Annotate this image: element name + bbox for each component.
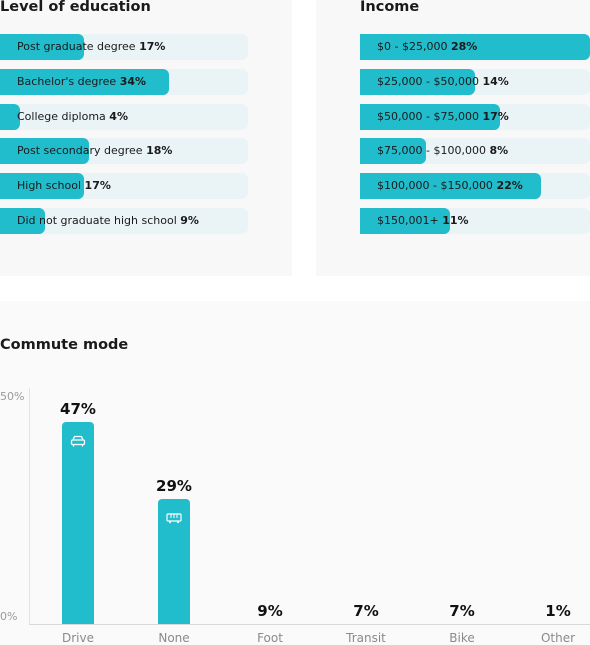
income-category: $75,000 - $100,000: [377, 144, 490, 158]
income-row: $150,001+ 11%: [360, 208, 590, 234]
education-bar: [0, 208, 45, 234]
income-bar: [360, 173, 541, 200]
education-bar: [0, 103, 20, 130]
education-label: Did not graduate high school 9%: [17, 208, 199, 234]
education-category: Did not graduate high school: [17, 214, 181, 227]
education-category: Post graduate degree: [17, 40, 140, 53]
education-value: 34%: [119, 74, 147, 88]
car-icon: [70, 432, 86, 447]
education-value: 4%: [109, 109, 128, 123]
y-tick-label: 50%: [0, 390, 25, 403]
income-bar: [360, 103, 500, 130]
income-category: $150,001+: [377, 214, 443, 227]
income-row: $25,000 - $50,000 14%: [360, 68, 590, 95]
commute-card: [0, 301, 590, 645]
income-value: 14%: [482, 74, 509, 88]
income-title: Income: [360, 0, 420, 15]
education-row: High school 17%: [0, 173, 248, 200]
income-label: $150,001+ 11%: [377, 208, 469, 234]
commute-category-label: None: [158, 631, 190, 645]
income-category: $0 - $25,000: [377, 40, 451, 53]
commute-chart: 50% 0% 47% Drive 29% None 9% Foot 7% Transit 7% B…: [0, 380, 590, 645]
education-value: 9%: [180, 214, 199, 227]
income-value: 28%: [450, 40, 478, 53]
income-bar: [360, 34, 590, 60]
income-value: 11%: [442, 214, 469, 227]
education-row: Post graduate degree 17%: [0, 34, 248, 60]
income-row: $0 - $25,000 28%: [360, 34, 590, 60]
commute-category-label: Transit: [346, 631, 386, 645]
education-category: Bachelor's degree: [17, 74, 120, 88]
x-axis-line: [29, 624, 590, 625]
education-track: [0, 103, 248, 130]
income-label: $50,000 - $75,000 17%: [377, 104, 509, 130]
education-card: Level of education Post graduate degree …: [0, 0, 292, 276]
education-row: College diploma 4%: [0, 103, 248, 130]
education-title: Level of education: [0, 0, 151, 15]
commute-value-label: 7%: [449, 602, 475, 620]
education-bar-list: Post graduate degree 17% Bachelor's degre…: [0, 34, 248, 244]
y-axis-line: [29, 388, 30, 625]
commute-title: Commute mode: [0, 337, 129, 353]
income-row: $75,000 - $100,000 8%: [360, 138, 590, 165]
commute-value-label: 1%: [545, 602, 571, 620]
commute-value-label: 7%: [353, 602, 379, 620]
education-row: Did not graduate high school 9%: [0, 208, 248, 234]
education-value: 17%: [84, 179, 111, 193]
y-tick-label: 0%: [0, 610, 18, 623]
income-label: $0 - $25,000 28%: [377, 34, 477, 60]
commute-value-label: 9%: [257, 602, 283, 620]
income-bar: [360, 138, 426, 165]
commute-bar: [158, 499, 190, 624]
education-category: Post secondary degree: [17, 144, 147, 158]
income-value: 22%: [496, 179, 523, 193]
commute-category-label: Bike: [449, 631, 475, 645]
education-row: Post secondary degree 18%: [0, 138, 248, 165]
income-value: 8%: [489, 144, 509, 158]
income-label: $25,000 - $50,000 14%: [377, 69, 509, 95]
income-value: 17%: [482, 109, 509, 123]
education-label: Post graduate degree 17%: [17, 34, 165, 60]
education-label: Post secondary degree 18%: [17, 138, 172, 164]
education-bar: [0, 68, 169, 95]
income-bar-list: $0 - $25,000 28% $25,000 - $50,000 14% $50…: [360, 34, 590, 244]
commute-bar: [62, 422, 94, 624]
education-value: 17%: [139, 40, 166, 53]
commute-value-label: 29%: [156, 477, 192, 495]
income-category: $25,000 - $50,000: [377, 74, 483, 88]
income-label: $100,000 - $150,000 22%: [377, 173, 523, 199]
income-row: $50,000 - $75,000 17%: [360, 103, 590, 130]
education-category: College diploma: [17, 109, 110, 123]
income-bar: [360, 68, 475, 95]
income-row: $100,000 - $150,000 22%: [360, 173, 590, 200]
income-card: Income $0 - $25,000 28% $25,000 - $50,000…: [316, 0, 590, 276]
education-bar: [0, 173, 85, 200]
education-label: College diploma 4%: [17, 104, 128, 130]
education-bar: [0, 138, 90, 165]
commute-category-label: Other: [540, 631, 576, 645]
income-category: $100,000 - $150,000: [377, 179, 497, 193]
education-value: 18%: [146, 144, 173, 158]
education-bar: [0, 34, 85, 60]
bus-icon: [166, 509, 182, 524]
education-label: Bachelor's degree 34%: [17, 69, 146, 95]
income-label: $75,000 - $100,000 8%: [377, 138, 508, 164]
education-label: High school 17%: [17, 173, 111, 199]
education-row: Bachelor's degree 34%: [0, 68, 248, 95]
commute-category-label: Drive: [62, 631, 94, 645]
commute-value-label: 47%: [60, 400, 96, 418]
commute-category-label: Foot: [257, 631, 283, 645]
income-bar: [360, 208, 451, 234]
education-category: High school: [17, 179, 85, 193]
income-category: $50,000 - $75,000: [377, 109, 483, 123]
